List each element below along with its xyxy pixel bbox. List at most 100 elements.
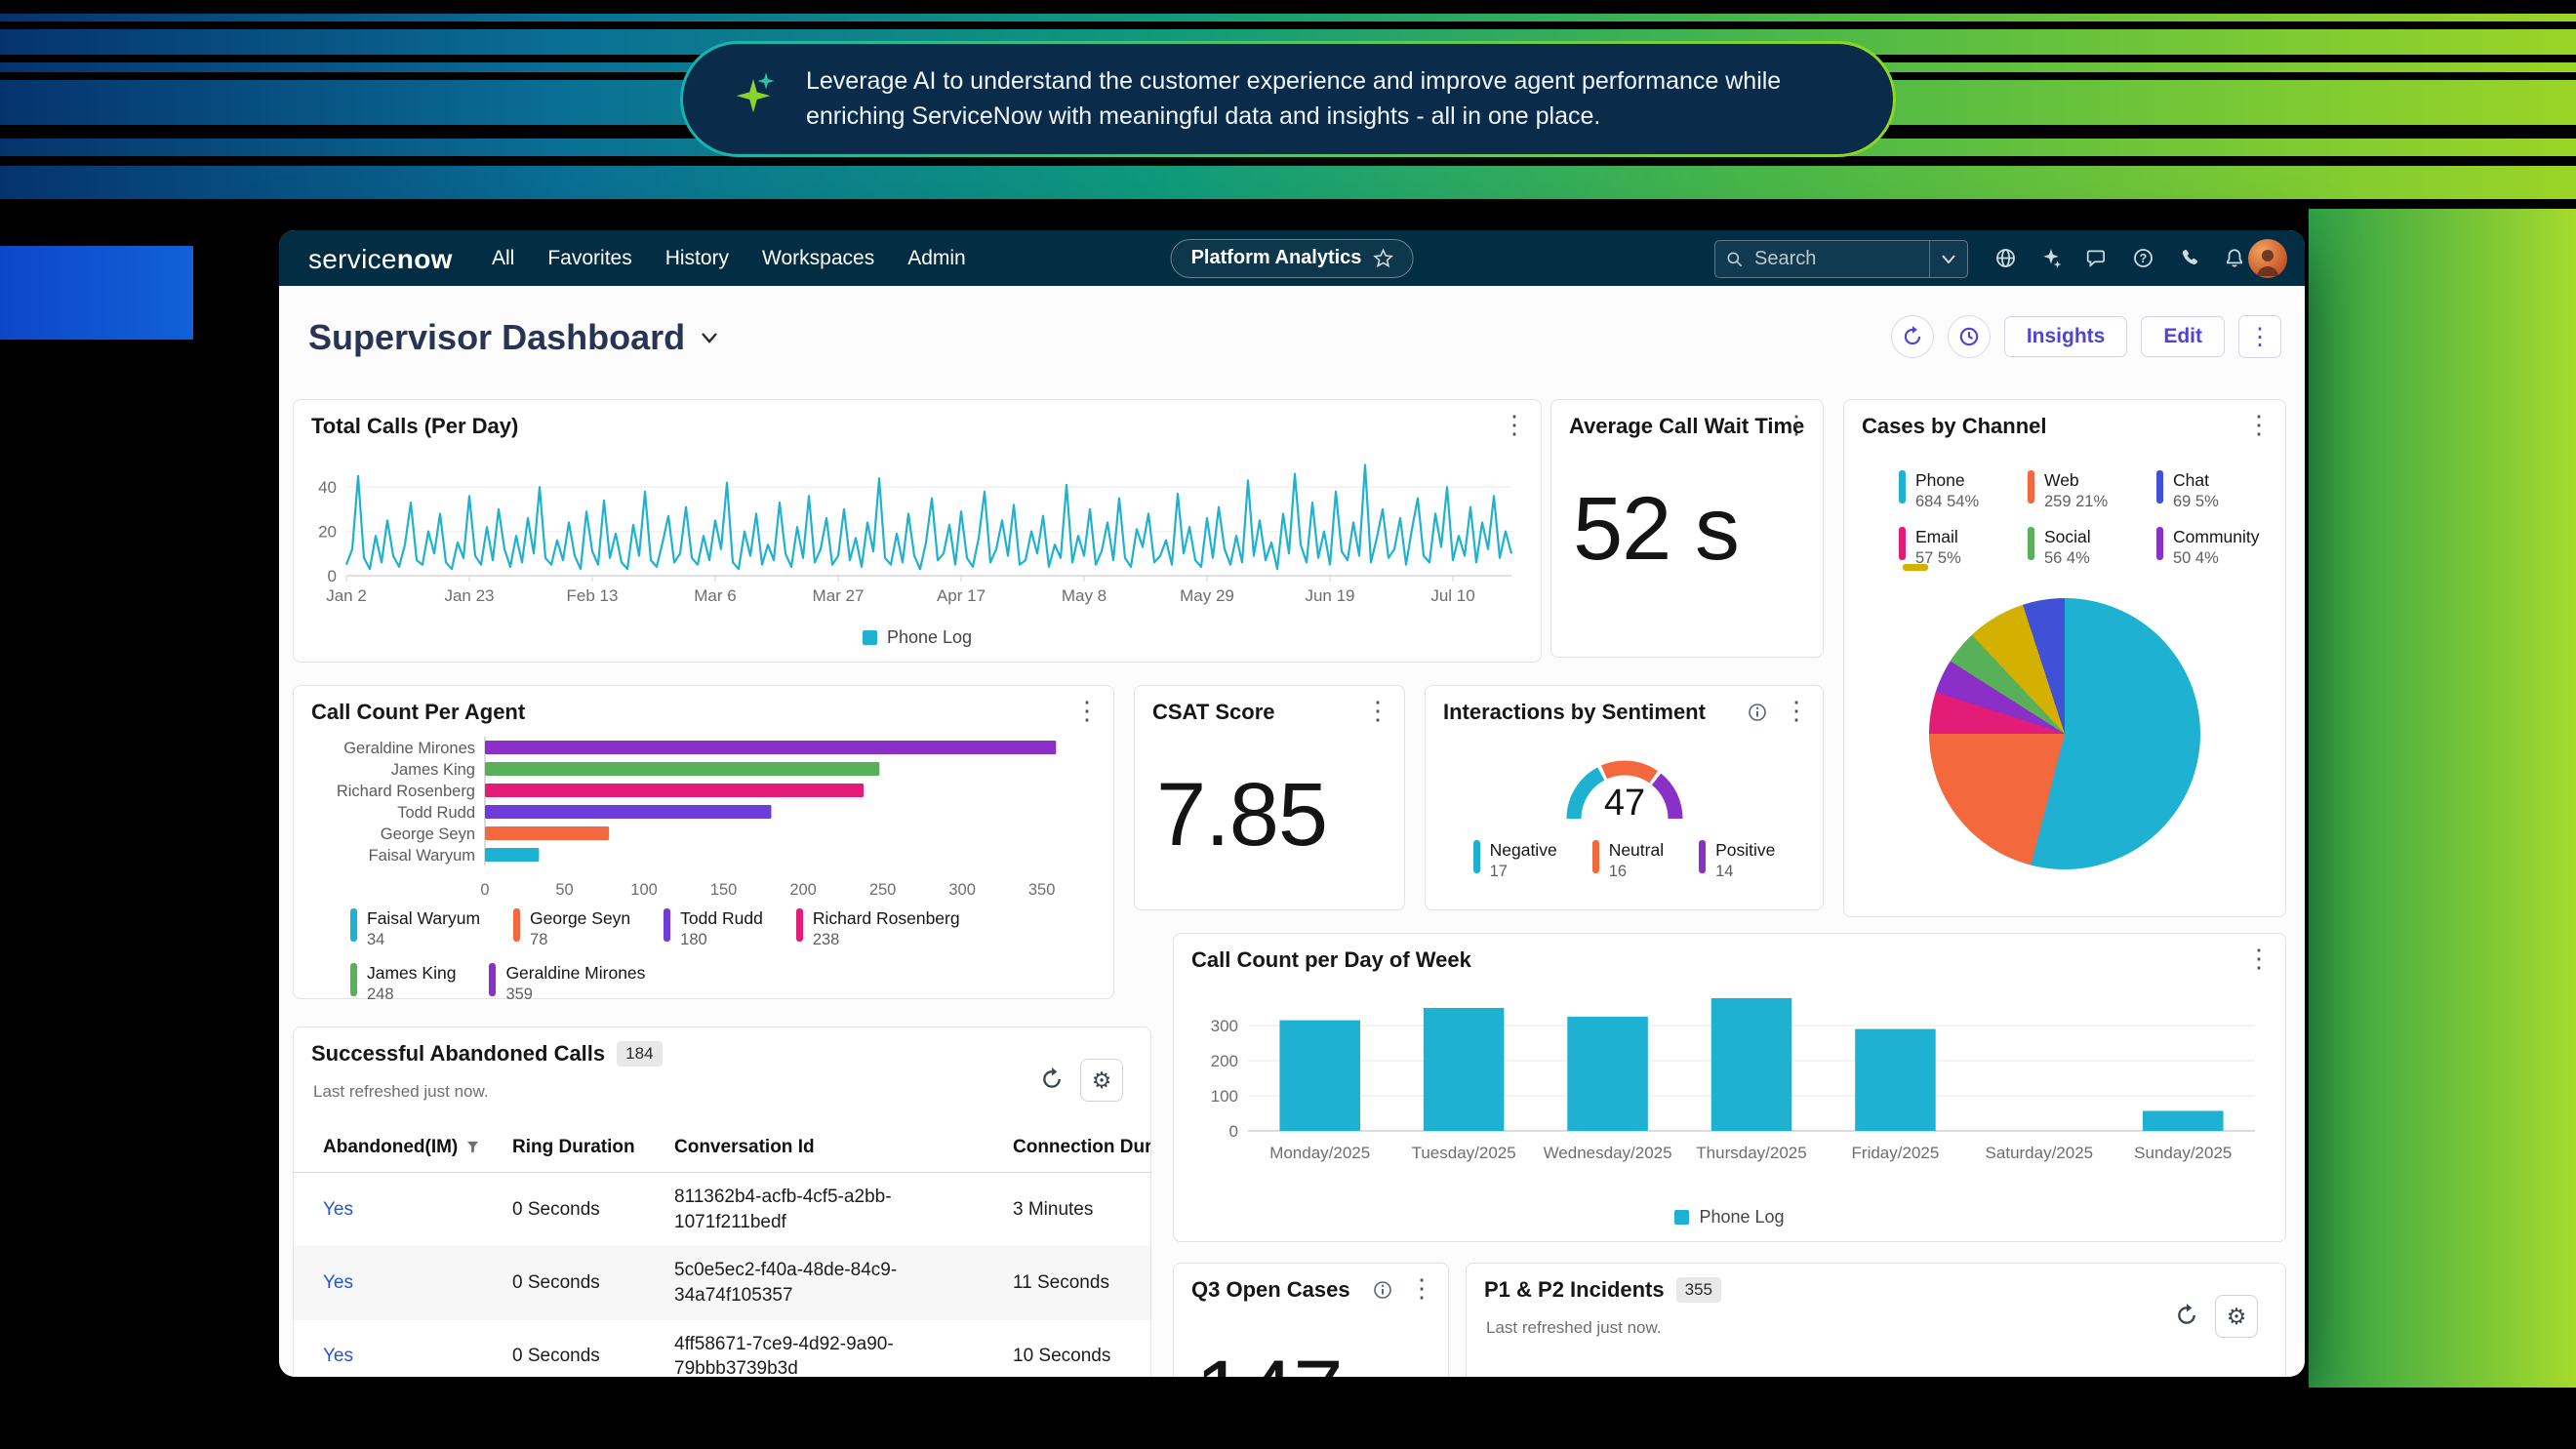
agent-bar-chart: Geraldine Mirones James King Richard Rosen… bbox=[307, 729, 1100, 903]
kebab-menu-icon[interactable]: ⋮ bbox=[1784, 696, 1809, 725]
card-successful-abandoned-calls: Successful Abandoned Calls 184 Last refre… bbox=[293, 1026, 1151, 1377]
abandoned-link[interactable]: Yes bbox=[323, 1346, 353, 1367]
legend-swatch bbox=[664, 908, 671, 942]
globe-icon[interactable] bbox=[1992, 246, 2018, 271]
gear-icon[interactable]: ⚙ bbox=[1080, 1059, 1123, 1102]
count-badge: 355 bbox=[1675, 1277, 1721, 1303]
last-refreshed-text: Last refreshed just now. bbox=[1486, 1318, 1662, 1337]
servicenow-logo[interactable]: servicenow bbox=[308, 244, 453, 274]
count-badge: 184 bbox=[617, 1041, 663, 1067]
kebab-menu-icon[interactable]: ⋮ bbox=[2246, 944, 2272, 973]
clock-icon[interactable] bbox=[1947, 315, 1991, 358]
svg-text:200: 200 bbox=[789, 881, 817, 899]
refresh-icon[interactable] bbox=[2174, 1303, 2199, 1328]
table-row: Yes 0 Seconds 5c0e5ec2-f40a-48de-84c9-34a7… bbox=[294, 1246, 1150, 1320]
info-icon[interactable] bbox=[1747, 702, 1768, 723]
column-header[interactable]: Conversation Id bbox=[666, 1121, 1005, 1173]
legend-swatch bbox=[1472, 840, 1480, 873]
kebab-menu-icon[interactable]: ⋮ bbox=[2246, 410, 2272, 439]
card-call-count-per-agent: Call Count Per Agent ⋮ Geraldine Mirones… bbox=[293, 685, 1114, 1003]
svg-text:Jul 10: Jul 10 bbox=[1430, 586, 1474, 605]
nav-item-workspaces[interactable]: Workspaces bbox=[762, 246, 875, 269]
table-cell: 3 Minutes bbox=[1013, 1198, 1094, 1220]
svg-text:100: 100 bbox=[1211, 1087, 1238, 1106]
legend-item: George Seyn 78 bbox=[513, 908, 630, 949]
table-row: Yes 0 Seconds 811362b4-acfb-4cf5-a2bb-1071… bbox=[294, 1173, 1150, 1247]
insights-button[interactable]: Insights bbox=[2003, 316, 2128, 357]
legend-swatch bbox=[2156, 470, 2163, 503]
card-title: Q3 Open Cases bbox=[1191, 1277, 1350, 1302]
card-total-calls: Total Calls (Per Day) ⋮ 0 20 40 Jan 2 Jan 23… bbox=[293, 399, 1542, 663]
refresh-icon[interactable] bbox=[1039, 1067, 1065, 1092]
search-input[interactable] bbox=[1752, 247, 1929, 271]
svg-text:300: 300 bbox=[948, 881, 976, 899]
column-header[interactable]: Abandoned(IM) bbox=[294, 1121, 504, 1173]
card-cases-by-channel: Cases by Channel ⋮ Phone 684 54% Web 259 21… bbox=[1843, 399, 2286, 917]
chevron-down-icon[interactable] bbox=[701, 332, 718, 343]
help-icon[interactable]: ? bbox=[2130, 246, 2155, 271]
legend-swatch bbox=[350, 908, 357, 942]
header-icons: ? bbox=[1992, 230, 2247, 286]
kebab-menu-icon[interactable]: ⋮ bbox=[1502, 410, 1527, 439]
sentiment-gauge: 47 bbox=[1537, 729, 1712, 830]
legend-label: Phone Log bbox=[886, 627, 973, 647]
svg-text:Friday/2025: Friday/2025 bbox=[1852, 1144, 1940, 1162]
ai-sparkle-icon[interactable] bbox=[2038, 246, 2064, 271]
svg-text:May 8: May 8 bbox=[1062, 586, 1107, 605]
search-scope-caret[interactable] bbox=[1929, 241, 1967, 277]
legend-swatch bbox=[795, 908, 803, 942]
kebab-menu-icon[interactable]: ⋮ bbox=[1074, 696, 1100, 725]
column-header[interactable]: Connection Dur bbox=[1005, 1121, 1150, 1173]
avg-wait-value: 52 s bbox=[1573, 479, 1740, 579]
svg-text:150: 150 bbox=[710, 881, 738, 899]
legend-swatch bbox=[1674, 1210, 1690, 1225]
abandoned-link[interactable]: Yes bbox=[323, 1198, 353, 1220]
filter-icon[interactable] bbox=[465, 1140, 480, 1154]
legend-item: Phone 684 54% bbox=[1899, 470, 2018, 511]
legend-item: Social 56 4% bbox=[2028, 527, 2147, 568]
column-header[interactable]: Ring Duration bbox=[504, 1121, 666, 1173]
page-kebab-menu[interactable]: ⋮ bbox=[2238, 315, 2281, 358]
card-title: CSAT Score bbox=[1152, 700, 1275, 724]
main-nav: All Favorites History Workspaces Admin bbox=[492, 230, 966, 286]
cases-pie-chart bbox=[1929, 598, 2200, 869]
chat-icon[interactable] bbox=[2084, 246, 2110, 271]
legend-item: Neutral 16 bbox=[1591, 840, 1664, 881]
info-icon[interactable] bbox=[1372, 1279, 1393, 1301]
svg-text:Thursday/2025: Thursday/2025 bbox=[1696, 1144, 1806, 1162]
star-icon[interactable] bbox=[1373, 248, 1393, 268]
kebab-menu-icon[interactable]: ⋮ bbox=[1784, 410, 1809, 439]
workspace-pill[interactable]: Platform Analytics bbox=[1170, 238, 1414, 278]
phone-icon[interactable] bbox=[2176, 246, 2201, 271]
table-cell: 811362b4-acfb-4cf5-a2bb-1071f211bedf bbox=[674, 1187, 892, 1232]
table-cell: 0 Seconds bbox=[512, 1198, 600, 1220]
last-refreshed-text: Last refreshed just now. bbox=[313, 1082, 489, 1101]
nav-item-favorites[interactable]: Favorites bbox=[547, 246, 632, 269]
global-search[interactable] bbox=[1714, 240, 1968, 278]
bell-icon[interactable] bbox=[2222, 246, 2247, 271]
legend-item: Negative 17 bbox=[1472, 840, 1557, 881]
svg-text:Wednesday/2025: Wednesday/2025 bbox=[1544, 1144, 1672, 1162]
refresh-button[interactable] bbox=[1890, 315, 1934, 358]
legend-swatch bbox=[1899, 527, 1906, 561]
svg-text:Faisal Waryum: Faisal Waryum bbox=[369, 847, 475, 865]
nav-item-all[interactable]: All bbox=[492, 246, 515, 269]
abandoned-link[interactable]: Yes bbox=[323, 1272, 353, 1294]
background-band-right bbox=[2309, 209, 2576, 1388]
legend-item: Web 259 21% bbox=[2028, 470, 2147, 511]
page-title: Supervisor Dashboard bbox=[308, 317, 718, 358]
edit-button[interactable]: Edit bbox=[2141, 316, 2225, 357]
nav-item-admin[interactable]: Admin bbox=[907, 246, 966, 269]
svg-text:47: 47 bbox=[1603, 783, 1644, 824]
table-cell: 0 Seconds bbox=[504, 1246, 666, 1320]
kebab-menu-icon[interactable]: ⋮ bbox=[1409, 1273, 1434, 1303]
nav-item-history[interactable]: History bbox=[664, 246, 730, 269]
svg-text:Tuesday/2025: Tuesday/2025 bbox=[1412, 1144, 1516, 1162]
app-header: servicenow All Favorites History Workspaces… bbox=[279, 230, 2305, 286]
legend-label: Phone Log bbox=[1699, 1207, 1785, 1227]
kebab-menu-icon[interactable]: ⋮ bbox=[1365, 696, 1390, 725]
avatar[interactable] bbox=[2248, 239, 2287, 278]
legend-swatch bbox=[2028, 470, 2034, 503]
gear-icon[interactable]: ⚙ bbox=[2215, 1295, 2258, 1338]
day-of-week-bar-chart: 0 100 200 300 Monday/2025 Tuesday/2025 Wednesd… bbox=[1189, 977, 2269, 1187]
